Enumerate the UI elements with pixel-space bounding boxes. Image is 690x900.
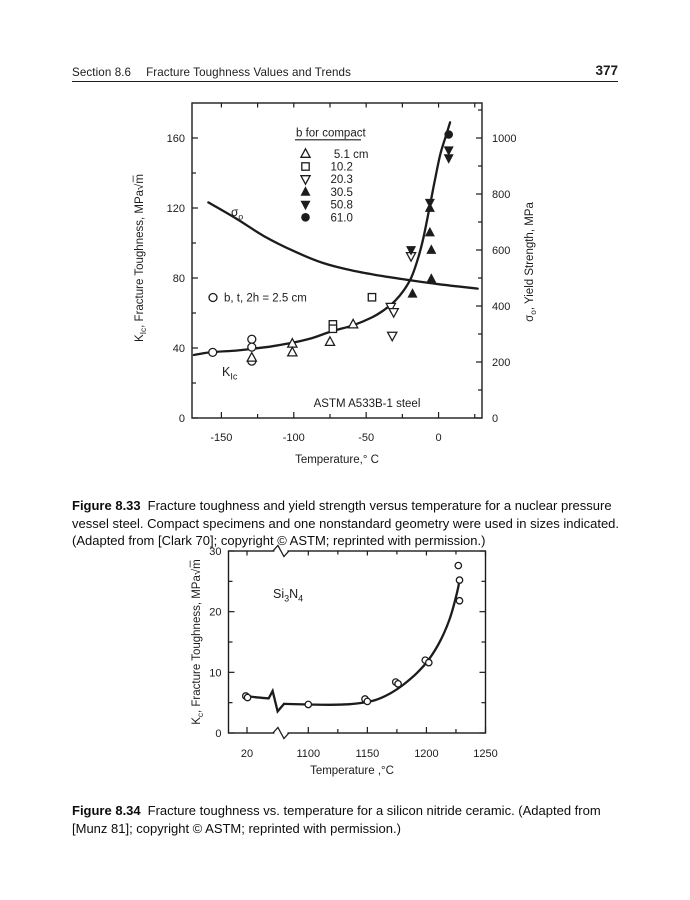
y-axis-title: Kc, Fracture Toughness, MPa√m̅ (190, 559, 205, 725)
data-point-triangle-down-filled (443, 146, 454, 156)
axis-tick-label: -150 (210, 432, 232, 444)
data-point-circle-open-sm (424, 658, 433, 667)
figure-833-chart: -150 -100 -50 0 0 40 80 120 160 0 200 400 600 800 1000… (133, 102, 538, 466)
sigma-o-curve-label: σo (231, 205, 243, 221)
figure-834-chart: 20 1100 1150 1200 1250 0 10 20 30 Si3N4 Temperatur… (190, 544, 498, 777)
axis-tick-label: 0 (179, 413, 185, 425)
data-point-triangle-up-filled (407, 288, 418, 298)
data-point-triangle-down-filled (424, 198, 435, 209)
axis-tick-label: 1250 (473, 748, 497, 760)
legend-title: b for compact (296, 128, 366, 140)
curve-KIc-trend (192, 121, 452, 357)
material-annotation: ASTM A533B-1 steel (314, 398, 421, 410)
axis-tick-label: 160 (167, 133, 185, 145)
data-point-square-open (301, 162, 310, 171)
section-title: Fracture Toughness Values and Trends (146, 66, 352, 79)
data-point-triangle-up-filled (426, 273, 437, 283)
data-point-circle-open-sm (454, 561, 463, 570)
axis-break-mark (272, 726, 290, 740)
data-point-triangle-down-filled (300, 200, 311, 211)
plot-border (227, 550, 487, 734)
legend-item-label: 5.1 cm (334, 149, 369, 161)
figure-834-caption-text: Fracture toughness vs. temperature for a… (72, 803, 601, 836)
legend-item-label: 61.0 (331, 212, 353, 224)
data-point-triangle-up-open (347, 318, 359, 329)
axis-tick-label: 1150 (356, 748, 380, 760)
data-point-triangle-up-open (324, 335, 336, 347)
data-point-circle-open (208, 292, 218, 303)
y-right-axis-title: σo, Yield Strength, MPa (524, 202, 538, 322)
axis-tick-label: 600 (492, 245, 510, 257)
nonstandard-geometry-note: b, t, 2h = 2.5 cm (224, 293, 307, 305)
axis-tick-label: 800 (492, 189, 510, 201)
curve-break-mark (267, 687, 286, 714)
axis-tick-label: 10 (209, 667, 221, 679)
figure-834-caption: Figure 8.34 Fracture toughness vs. temper… (72, 802, 624, 837)
kic-curve-label: KIc (222, 365, 238, 382)
data-point-circle-filled (444, 130, 453, 139)
axis-tick-label: 1100 (296, 748, 320, 760)
axis-tick-label: 20 (241, 748, 253, 760)
data-point-triangle-up-filled (300, 186, 311, 196)
axis-tick-label: 30 (209, 546, 221, 558)
header-rule (72, 81, 618, 82)
figure-833-label: Figure 8.33 (72, 498, 141, 513)
data-point-triangle-up-filled (426, 244, 437, 254)
axis-tick-label: 0 (492, 413, 498, 425)
data-point-square-open (328, 324, 338, 334)
axis-tick-label: -100 (283, 432, 305, 444)
axis-tick-label: 40 (173, 343, 185, 355)
axis-break-mark (272, 544, 290, 558)
data-point-circle-open-sm (363, 697, 372, 706)
data-point-circle-open-sm (394, 680, 402, 688)
figure-833-caption: Figure 8.33 Fracture toughness and yield … (72, 497, 624, 550)
material-annotation: Si3N4 (273, 587, 303, 604)
data-point-circle-open-sm (304, 700, 313, 709)
figure-834-label: Figure 8.34 (72, 803, 141, 818)
axis-tick-label: 200 (492, 357, 510, 369)
data-point-square-open (367, 292, 377, 302)
axis-tick-label: 0 (215, 728, 221, 740)
y-left-axis-title: KIc, Fracture Toughness, MPa√m̅ (133, 174, 148, 342)
legend-item-label: 30.5 (331, 187, 353, 199)
data-point-triangle-down-filled (443, 154, 454, 164)
data-point-circle-open-sm (243, 693, 252, 702)
page-header: Section 8.6 Fracture Toughness Values and… (72, 63, 618, 79)
data-point-triangle-up-filled (424, 226, 435, 237)
data-point-triangle-up-open (246, 351, 258, 362)
data-point-circle-open (247, 334, 257, 344)
plot-border (191, 102, 483, 419)
axis-tick-label: 120 (167, 203, 185, 215)
figure-833-caption-text: Fracture toughness and yield strength ve… (72, 498, 620, 549)
data-point-circle-open (208, 347, 218, 358)
axis-tick-label: 1000 (492, 133, 516, 145)
x-axis-title: Temperature ,°C (310, 765, 394, 777)
data-point-triangle-up-open (299, 147, 312, 158)
legend-item-label: 20.3 (331, 174, 353, 186)
axis-tick-label: 80 (173, 273, 185, 285)
data-point-circle-open-sm (455, 576, 464, 584)
curve-sigma-o-trend (207, 201, 479, 290)
x-axis-title: Temperature,° C (295, 454, 379, 466)
data-point-circle-filled (301, 213, 310, 222)
data-point-triangle-down-open (387, 307, 400, 319)
curve-Kc-trend-post-break (282, 578, 461, 706)
axis-tick-label: 400 (492, 301, 510, 313)
page-number: 377 (595, 63, 618, 78)
data-point-triangle-down-filled (406, 246, 417, 256)
data-point-circle-open (247, 342, 257, 352)
section-number: Section 8.6 (72, 66, 132, 79)
data-point-triangle-down-open (385, 302, 397, 314)
legend-item-label: 50.8 (331, 200, 353, 212)
data-point-triangle-down-open (386, 331, 398, 343)
axis-tick-label: 20 (209, 607, 221, 619)
data-point-triangle-down-open (299, 175, 312, 186)
axis-tick-label: 1200 (414, 748, 438, 760)
data-point-triangle-up-open (286, 346, 299, 357)
axis-tick-label: -50 (358, 432, 374, 444)
axis-tick-label: 0 (436, 432, 442, 444)
data-point-circle-open-sm (455, 596, 464, 605)
legend-item-label: 10.2 (331, 162, 353, 174)
